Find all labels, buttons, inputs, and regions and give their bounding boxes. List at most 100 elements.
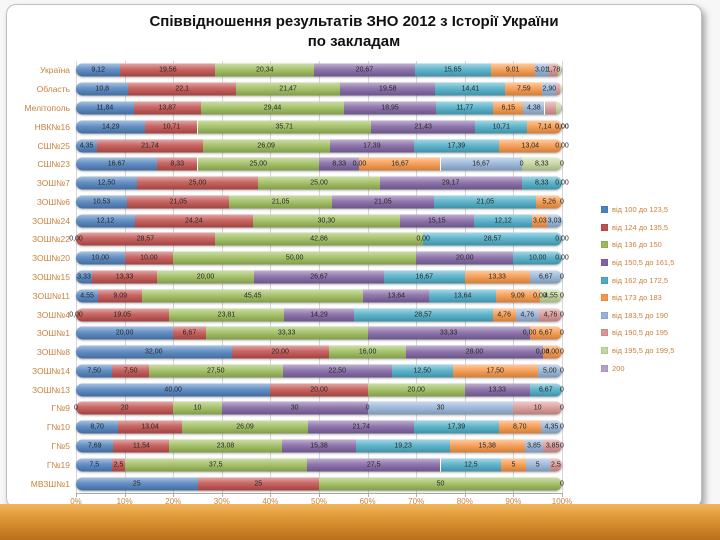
bar-segment	[440, 157, 522, 171]
bar-segment	[493, 101, 524, 115]
bar-segment	[148, 364, 283, 378]
bar-segment	[544, 101, 556, 115]
bar-segment	[221, 401, 368, 415]
bar-segment	[76, 157, 158, 171]
axis-tick	[76, 493, 77, 497]
bar-segment	[423, 232, 562, 246]
bar-row: 12,12 24,24 30,30 15,15 12,12 3,03 3,03	[76, 211, 562, 230]
x-axis-tick-label: 100%	[551, 497, 573, 506]
bar-segment	[367, 326, 530, 340]
bar-segment	[414, 63, 491, 77]
category-label: Г№10	[46, 422, 70, 433]
bar-segment	[76, 439, 114, 453]
plot-area: 9,12 19,56 20,34 20,67 15,65 9,01 3,01 1,78 10,8…	[69, 61, 569, 497]
chart-title-line2: по закладам	[307, 32, 401, 50]
x-axis-tick-label: 90%	[505, 497, 522, 506]
x-axis-tick-label: 60%	[359, 497, 376, 506]
bar-segment	[76, 176, 137, 190]
bar-row: 4,55 9,09 45,45 13,64 13,64 9,09 0,00 4,55 0	[76, 286, 564, 305]
stacked-bar	[76, 439, 562, 453]
x-axis-tick-label: 80%	[456, 497, 473, 506]
bar-segment	[76, 326, 174, 340]
value-axis: 0% 10% 20% 30% 40% 50% 60% 70% 80% 90% 100%	[70, 497, 572, 509]
stacked-bar	[76, 82, 562, 96]
category-label: СШ№23	[37, 159, 70, 170]
category-label: ЗОШ№1	[36, 328, 70, 339]
bar-segment	[76, 383, 271, 397]
bar-row: 12,50 25,00 25,00 29,17 8,33 0,00	[76, 174, 569, 193]
bar-segment	[505, 82, 543, 96]
bar-segment	[120, 63, 216, 77]
bar-segment	[513, 401, 562, 415]
bar-segment	[76, 101, 134, 115]
bar-segment	[76, 401, 174, 415]
bar-segment	[429, 289, 496, 303]
stacked-bar	[76, 364, 562, 378]
bar-segment	[142, 289, 364, 303]
stacked-bar	[76, 195, 562, 209]
bar-segment	[76, 458, 113, 472]
bar-segment	[92, 270, 157, 284]
x-axis-tick-label: 0%	[70, 497, 82, 506]
stacked-bar	[76, 214, 562, 228]
bar-row: 7,50 7,50 27,50 22,50 12,50 17,50 5,00 0	[76, 362, 564, 381]
legend-item: від 173 до 183	[601, 289, 701, 307]
bar-segment	[542, 82, 557, 96]
bar-segment	[464, 270, 530, 284]
stacked-bar	[76, 345, 562, 359]
x-axis-tick-label: 10%	[116, 497, 133, 506]
bar-row: 10,53 21,05 21,05 21,05 21,05 5,26 0	[76, 192, 564, 211]
category-label: ЗОШ№8	[36, 347, 70, 358]
bar-segment	[538, 308, 562, 322]
bar-segment	[173, 326, 206, 340]
bar-segment	[521, 157, 562, 171]
bar-segment	[542, 345, 562, 359]
bar-segment	[284, 308, 354, 322]
bar-segment	[331, 195, 435, 209]
bar-segment	[524, 439, 544, 453]
bar-segment	[513, 251, 562, 265]
bar-segment	[329, 139, 415, 153]
bar-segment	[359, 157, 441, 171]
legend-label: від 195,5 до 199,5	[612, 346, 675, 356]
legend-item: 200	[601, 359, 701, 377]
bar-segment	[414, 139, 499, 153]
bar-segment	[464, 383, 530, 397]
bar-segment	[270, 383, 368, 397]
legend-label: від 100 до 123,5	[612, 205, 669, 215]
bar-segment	[98, 289, 143, 303]
bar-segment	[157, 157, 198, 171]
bar-segment	[173, 251, 417, 265]
axis-tick	[124, 493, 126, 497]
bar-segment	[452, 364, 538, 378]
bar-segment	[534, 63, 550, 77]
bar-segment	[414, 420, 499, 434]
legend-swatch	[601, 223, 608, 231]
bar-row: 3,33 13,33 20,00 26,67 16,67 13,33 6,67 0	[76, 268, 564, 287]
category-label: ЗОШ№6	[36, 196, 70, 207]
bar-segment	[475, 120, 528, 134]
legend-item: від 136 до 150	[601, 236, 701, 254]
bar-row: 20,00 6,67 33,33 33,33 0,00 6,67 0	[76, 324, 564, 343]
chart-title: Співвідношення результатів ЗНО 2012 з Іс…	[7, 12, 701, 51]
legend-swatch	[601, 311, 608, 319]
bar-segment	[145, 120, 198, 134]
legend-swatch	[601, 347, 608, 355]
axis-tick	[513, 493, 515, 497]
stacked-bar	[76, 251, 562, 265]
bar-segment	[314, 63, 415, 77]
legend-item: від 150,5 до 161,5	[601, 254, 701, 272]
legend-label: від 136 до 150	[612, 240, 662, 250]
bar-segment	[492, 308, 516, 322]
legend-item: від 190,5 до 195	[601, 324, 701, 342]
bar-row: 0,00 19,05 23,81 14,29 28,57 4,76 4,76 4,76 0	[69, 305, 564, 324]
axis-tick	[221, 493, 223, 497]
bar-segment	[490, 63, 535, 77]
axis-tick	[367, 493, 369, 497]
bar-segment	[169, 439, 282, 453]
x-axis-tick-label: 30%	[213, 497, 230, 506]
chart-card: Співвідношення результатів ЗНО 2012 з Іс…	[6, 4, 702, 508]
bar-segment	[229, 195, 332, 209]
bar-segment	[124, 251, 174, 265]
bar-segment	[549, 458, 562, 472]
